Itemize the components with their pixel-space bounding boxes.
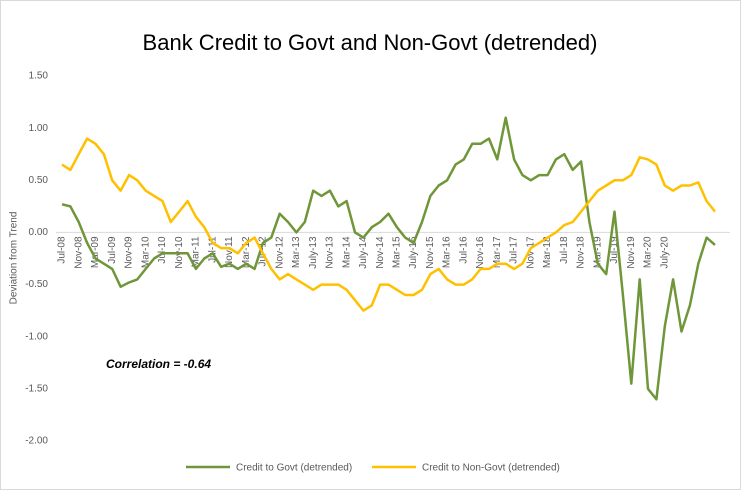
x-tick-label: Mar-13: [291, 236, 302, 268]
x-tick-label: Jul-19: [609, 236, 620, 264]
x-tick-label: Mar-17: [492, 236, 503, 268]
x-tick-label: July-14: [358, 236, 369, 269]
series-line: [61, 116, 716, 401]
y-tick-label: -1.00: [25, 331, 48, 342]
x-tick-label: Mar-12: [241, 236, 252, 268]
y-tick-label: -2.00: [25, 436, 48, 447]
x-tick-label: Nov-19: [626, 236, 637, 269]
x-tick-label: Mar-20: [643, 236, 654, 268]
x-tick-label: Jul-17: [509, 236, 520, 264]
x-tick-label: Jul-08: [57, 236, 68, 264]
y-tick-label: 1.50: [29, 71, 49, 82]
x-tick-label: Nov-18: [576, 236, 587, 269]
x-tick-label: Mar-15: [392, 236, 403, 268]
y-axis-title: Deviation from Trend: [9, 212, 20, 305]
x-tick-label: Jul-09: [107, 236, 118, 264]
x-tick-label: Nov-16: [475, 236, 486, 269]
x-tick-label: Mar-10: [140, 236, 151, 268]
legend-label: Credit to Govt (detrended): [236, 463, 352, 474]
y-tick-label: 1.00: [29, 123, 49, 134]
x-tick-label: Mar-19: [592, 236, 603, 268]
x-tick-label: July-13: [308, 236, 319, 269]
x-tick-label: Mar-18: [542, 236, 553, 268]
annotation: Correlation = -0.64: [106, 357, 211, 371]
x-tick-label: July-20: [659, 236, 670, 269]
y-tick-label: 0.00: [29, 227, 49, 238]
x-tick-label: Jul-16: [458, 236, 469, 264]
x-tick-label: Mar-11: [191, 236, 202, 267]
x-tick-label: Nov-09: [124, 236, 135, 269]
series-line: [61, 137, 716, 312]
x-tick-label: Jul-10: [157, 236, 168, 264]
x-tick-label: Mar-09: [90, 236, 101, 268]
y-tick-label: 0.50: [29, 175, 49, 186]
x-tick-label: Nov-08: [73, 236, 84, 269]
chart-title: Bank Credit to Govt and Non-Govt (detren…: [143, 30, 598, 55]
x-tick-label: Nov-11: [224, 236, 235, 268]
y-tick-label: -1.50: [25, 383, 48, 394]
x-tick-label: Mar-16: [442, 236, 453, 268]
x-tick-label: Nov-12: [274, 236, 285, 269]
x-tick-label: Nov-14: [375, 236, 386, 269]
x-tick-label: July-15: [408, 236, 419, 269]
x-tick-label: Jul-11: [207, 236, 218, 263]
x-tick-label: Nov-15: [425, 236, 436, 269]
x-tick-label: Nov-13: [325, 236, 336, 269]
x-tick-label: Jul-18: [559, 236, 570, 264]
legend-label: Credit to Non-Govt (detrended): [422, 463, 560, 474]
x-tick-label: Mar-14: [341, 236, 352, 268]
x-tick-label: Nov-17: [525, 236, 536, 269]
y-tick-label: -0.50: [25, 279, 48, 290]
